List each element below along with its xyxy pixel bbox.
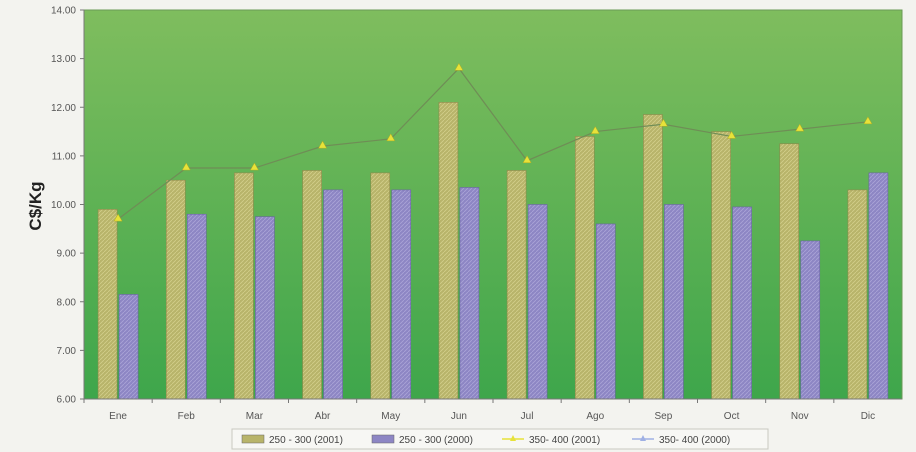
bars — [97, 102, 889, 400]
bar-series-2001 — [574, 136, 595, 400]
bar-series-2000 — [255, 216, 275, 400]
line-marker — [727, 130, 737, 139]
line-marker — [590, 126, 600, 134]
bar-series-2000 — [868, 172, 889, 400]
x-tick-label: Abr — [315, 411, 331, 422]
y-tick-label: 11.00 — [52, 151, 77, 162]
legend-label: 350- 400 (2001) — [529, 435, 600, 446]
legend-label: 250 - 300 (2001) — [269, 435, 343, 446]
bar-series-2001 — [711, 131, 731, 400]
bar-series-2001 — [234, 172, 254, 400]
bar-series-2001 — [97, 209, 118, 400]
bar-series-2001 — [643, 114, 663, 400]
legend-marker — [640, 435, 646, 441]
bar-series-2001 — [779, 143, 800, 400]
y-tick-label: 13.00 — [51, 54, 76, 65]
y-tick-label: 6.00 — [57, 395, 77, 406]
legend-label: 350- 400 (2000) — [659, 435, 730, 446]
x-tick-label: Ago — [586, 411, 604, 422]
bar-series-2001 — [370, 172, 391, 400]
series-line — [113, 62, 873, 222]
x-tick-label: Jun — [451, 411, 467, 422]
bar-series-2000 — [527, 204, 548, 400]
legend: 250 - 300 (2001) 250 - 300 (2000) 350- 400… — [231, 428, 769, 450]
y-tick-label: 12.00 — [51, 103, 76, 114]
x-tick-label: Dic — [861, 411, 875, 422]
bar-series-2000 — [664, 204, 684, 400]
plot-area — [83, 9, 903, 400]
x-tick-label: May — [381, 411, 400, 422]
bar-series-2000 — [732, 206, 752, 400]
bar-series-2001 — [847, 189, 868, 400]
bar-series-2000 — [186, 213, 207, 400]
y-tick-label: 8.00 — [57, 297, 77, 308]
x-tick-label: Feb — [178, 411, 196, 422]
legend-swatch — [241, 434, 265, 444]
line-marker — [249, 162, 259, 171]
bar-series-2001 — [438, 102, 459, 400]
y-axis-label: C$/Kg — [26, 181, 45, 230]
line-marker — [386, 133, 396, 142]
legend-swatch — [371, 434, 395, 444]
line-350-400-2001 — [117, 67, 868, 220]
bar-series-2001 — [165, 179, 186, 400]
line-marker — [113, 213, 123, 222]
line-marker — [795, 123, 805, 132]
y-axis: 6.00 7.00 8.00 9.00 10.00 11.00 12.00 13.00 14.0… — [51, 6, 85, 406]
y-tick-label: 7.00 — [57, 346, 77, 357]
line-marker — [181, 162, 191, 171]
y-tick-label: 9.00 — [57, 249, 77, 260]
line-marker — [454, 62, 464, 71]
line-marker — [863, 116, 873, 125]
bar-series-2000 — [595, 223, 616, 400]
x-tick-label: Nov — [791, 411, 809, 422]
bar-series-2000 — [118, 294, 139, 400]
x-tick-label: Oct — [724, 411, 740, 422]
bar-series-2000 — [800, 240, 821, 400]
x-axis: Ene Feb Mar Abr May Jun Jul Ago Sep Oct Nov Dic — [83, 398, 902, 422]
x-tick-label: Mar — [246, 411, 264, 422]
x-tick-label: Ene — [109, 411, 127, 422]
line-marker — [522, 155, 532, 163]
bar-series-2001 — [506, 170, 527, 400]
bar-series-2001 — [302, 170, 322, 400]
legend-label: 250 - 300 (2000) — [399, 435, 473, 446]
y-tick-label: 14.00 — [51, 6, 76, 17]
line-marker — [318, 140, 328, 149]
bar-series-2000 — [459, 187, 480, 400]
y-tick-label: 10.00 — [51, 200, 76, 211]
x-tick-label: Sep — [655, 411, 673, 422]
bar-series-2000 — [323, 189, 343, 400]
line-marker — [658, 118, 668, 127]
x-tick-label: Jul — [521, 411, 534, 422]
legend-marker — [510, 435, 516, 441]
bar-series-2000 — [391, 189, 412, 400]
